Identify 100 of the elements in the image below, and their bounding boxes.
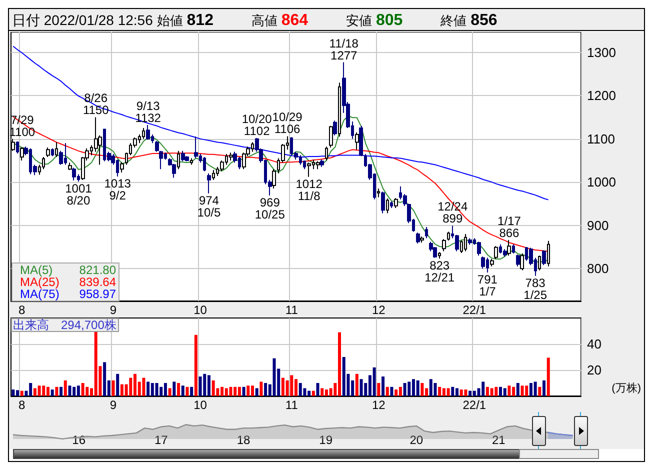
candlestick [46, 146, 50, 158]
candlestick [212, 169, 215, 180]
bar [260, 382, 263, 396]
candlestick [494, 246, 498, 260]
x-tick-label: 22/1 [462, 398, 486, 412]
candlestick [120, 162, 124, 174]
annotation: 823 12/21 [424, 258, 455, 285]
y-tick-label: 1200 [587, 88, 616, 104]
candlestick [507, 240, 511, 256]
bar [155, 383, 158, 396]
bar [298, 383, 302, 396]
candlestick [146, 124, 150, 140]
bar [198, 376, 202, 396]
text: 805 [376, 12, 403, 29]
x-tick-label: 12 [372, 398, 386, 412]
candlestick [425, 226, 428, 239]
candlestick [433, 246, 437, 258]
candlestick [303, 160, 306, 170]
annotation: 783 1/25 [524, 276, 548, 302]
annotation: 8/26 1150 [82, 91, 110, 118]
x-tick-label: 9 [110, 303, 117, 317]
bar [390, 386, 394, 396]
bar [355, 374, 358, 396]
bar [94, 331, 98, 396]
y-tick-label: 900 [587, 218, 609, 233]
text: MA(75) 958.97 [20, 287, 116, 301]
bar [490, 388, 494, 396]
x-tick-label: 8 [18, 398, 26, 412]
candlestick [377, 188, 380, 198]
candlestick [181, 150, 185, 162]
bar [386, 386, 389, 396]
x-tick-label: 11 [285, 398, 298, 412]
bar [142, 378, 146, 396]
bar [542, 380, 546, 396]
candlestick [512, 244, 515, 254]
bar [499, 386, 502, 396]
bar [264, 383, 268, 396]
candlestick [538, 255, 541, 271]
candlestick [229, 152, 233, 161]
y-tick-label: 20 [587, 362, 602, 378]
candlestick [386, 198, 389, 214]
candlestick [468, 238, 472, 246]
bar [160, 386, 163, 396]
annotation: 1001 8/20 [65, 182, 92, 208]
candlestick [416, 232, 420, 244]
bar [403, 383, 406, 396]
text: 864 [281, 12, 308, 29]
candlestick [194, 136, 198, 159]
text: MA(25) 839.64 [20, 275, 116, 289]
bar [455, 388, 458, 396]
candlestick [307, 162, 311, 178]
candlestick [438, 252, 441, 260]
bar [534, 382, 537, 396]
candlestick [16, 140, 19, 154]
bar [438, 386, 442, 396]
candlestick [481, 256, 485, 270]
bar [212, 380, 215, 396]
text: 安値 [346, 13, 372, 28]
bar [464, 390, 468, 396]
text: 高値 [251, 13, 278, 28]
bar [416, 380, 420, 396]
bar [255, 388, 258, 396]
candlestick [177, 150, 180, 170]
text: 始値 [156, 13, 183, 28]
candlestick [155, 140, 159, 152]
annotation: 969 10/25 [254, 195, 286, 222]
bar [312, 390, 315, 396]
bar [177, 383, 180, 396]
candlestick [320, 159, 324, 168]
annotation: 1013 9/2 [104, 176, 132, 202]
bar [408, 382, 411, 396]
bar [382, 376, 385, 396]
bar [168, 388, 172, 396]
candlestick [503, 248, 507, 257]
x-tick-label: 9 [110, 398, 117, 412]
x-tick-label: 17 [154, 433, 168, 447]
candlestick [55, 142, 58, 158]
candlestick [547, 240, 550, 267]
bar [516, 383, 520, 396]
candlestick [190, 158, 193, 166]
y-axis-title: (万株) [612, 382, 641, 394]
candlestick [72, 167, 76, 181]
bar [190, 386, 194, 396]
bar [546, 358, 550, 396]
bar [181, 386, 184, 396]
y-tick-label: 1000 [587, 174, 616, 190]
bar [38, 386, 41, 396]
bar [238, 386, 241, 396]
bar [194, 334, 198, 396]
bar [316, 383, 320, 396]
bar [68, 386, 72, 396]
x-tick-label: 10 [194, 398, 208, 412]
candlestick [203, 156, 206, 172]
bar [60, 386, 63, 396]
candlestick [542, 250, 546, 266]
bar [146, 382, 150, 396]
x-tick-label: 20 [410, 433, 424, 447]
bar [250, 386, 254, 396]
y-tick-label: 40 [587, 336, 602, 352]
annotation: 9/13 1132 [135, 98, 162, 125]
